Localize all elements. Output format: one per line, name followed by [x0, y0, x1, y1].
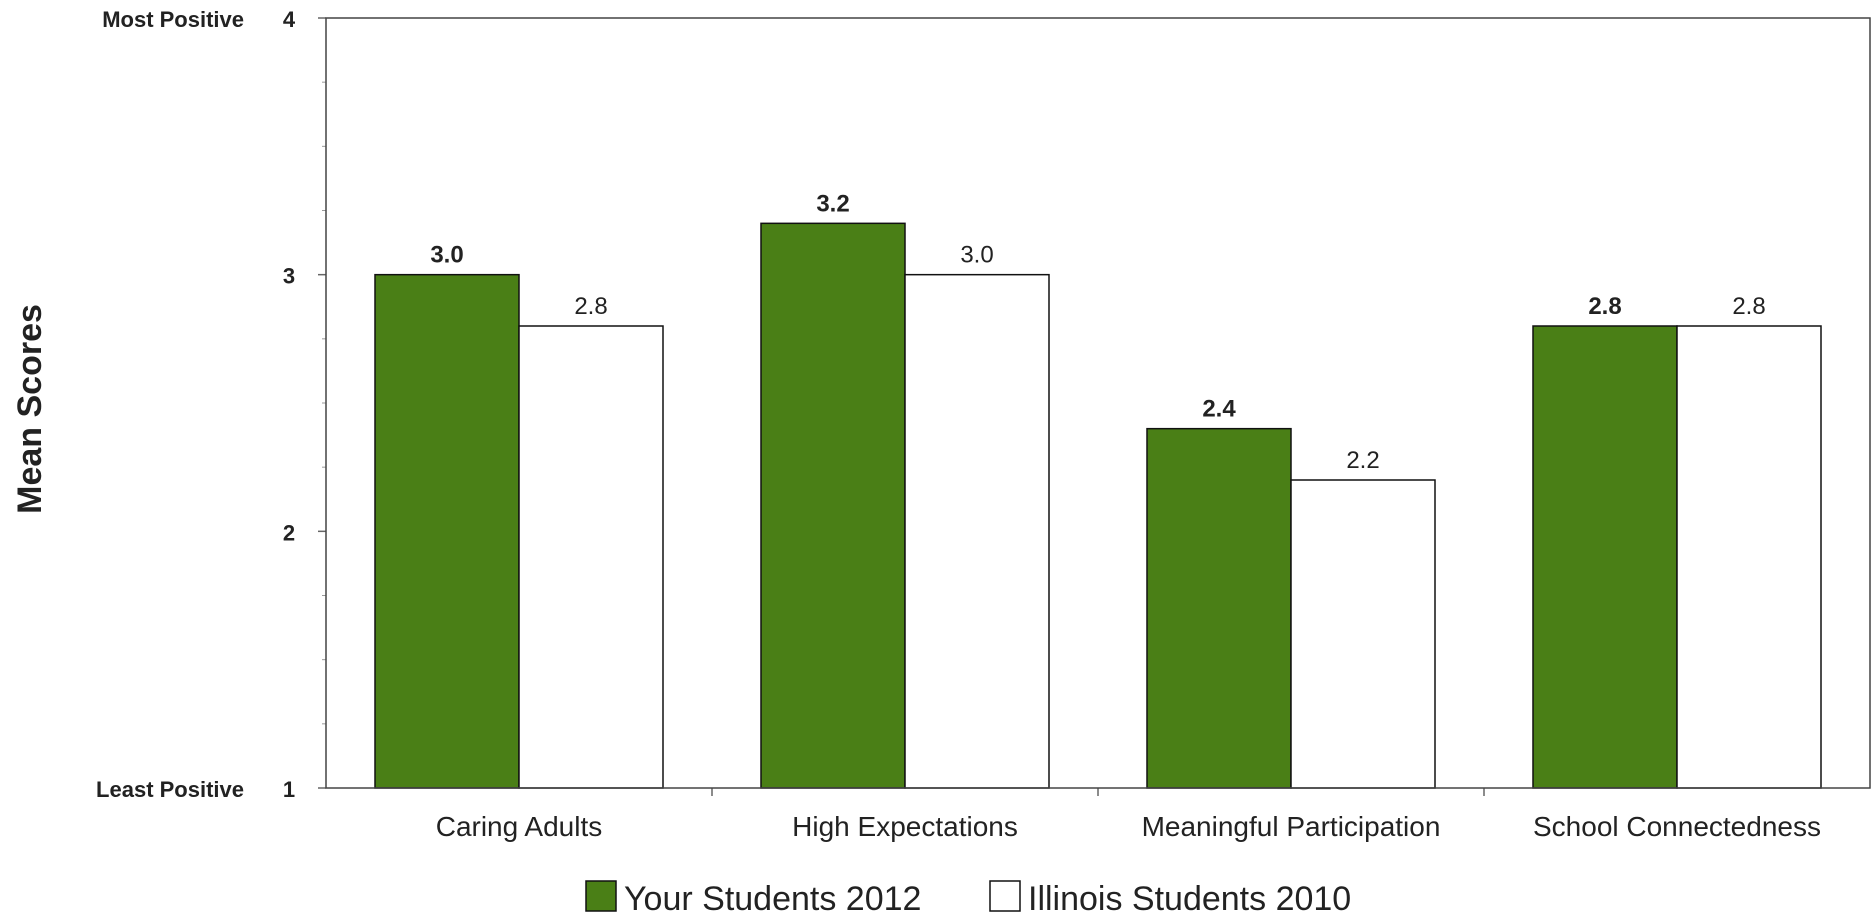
legend-label: Your Students 2012 [624, 880, 921, 917]
legend: Your Students 2012 Illinois Students 2010 [585, 880, 1351, 917]
plot-area-frame [325, 17, 1871, 789]
y-axis: 4 Most Positive 3 2 1 Least Positive [96, 7, 326, 802]
bar [374, 273, 520, 789]
legend-swatch [585, 880, 617, 912]
y-tick-descriptor: Least Positive [96, 777, 244, 802]
data-label: 3.0 [960, 242, 993, 269]
bar [904, 273, 1050, 789]
data-label: 2.2 [1346, 447, 1379, 474]
data-label: 2.8 [1588, 293, 1621, 320]
x-tick-label: Caring Adults [436, 811, 603, 842]
y-tick-descriptor: Most Positive [102, 7, 244, 32]
bars [374, 222, 1822, 789]
data-label: 2.8 [574, 293, 607, 320]
x-tick-label: School Connectedness [1533, 811, 1821, 842]
data-label: 3.0 [430, 242, 463, 269]
y-tick-label: 4 [283, 7, 296, 32]
x-tick-label: Meaningful Participation [1142, 811, 1441, 842]
y-tick-label: 1 [283, 777, 295, 802]
x-tick-label: High Expectations [792, 811, 1018, 842]
legend-label: Illinois Students 2010 [1028, 880, 1351, 917]
bar [518, 325, 664, 789]
bar [1146, 427, 1292, 789]
y-tick-label: 2 [283, 520, 295, 545]
bar [1532, 325, 1678, 789]
bar [760, 222, 906, 789]
bar [1676, 325, 1822, 789]
y-tick-label: 3 [283, 264, 295, 289]
data-label: 2.4 [1202, 396, 1236, 423]
x-axis: Caring Adults High Expectations Meaningful… [436, 788, 1821, 842]
data-labels: 3.0 2.8 3.2 3.0 2.4 2.2 2.8 2.8 [430, 190, 1765, 474]
legend-swatch [989, 880, 1021, 912]
y-axis-title: Mean Scores [11, 304, 49, 514]
bar [1290, 479, 1436, 789]
data-label: 3.2 [816, 190, 849, 217]
data-label: 2.8 [1732, 293, 1765, 320]
